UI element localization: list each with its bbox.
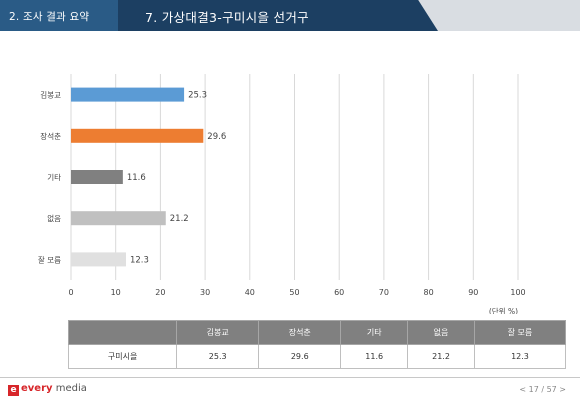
bar-value-label: 29.6: [207, 132, 226, 142]
table-cell: 12.3: [473, 344, 567, 369]
company-logo: e every media: [8, 383, 87, 396]
category-label: 김봉교: [40, 90, 61, 100]
table-cell: 29.6: [258, 344, 342, 369]
bar: [71, 87, 185, 102]
section-arrow: [104, 0, 118, 31]
unit-label: (단위 %): [489, 306, 518, 314]
x-tick-label: 90: [468, 288, 478, 297]
bar: [71, 252, 126, 267]
table-corner-cell: [67, 320, 178, 345]
x-tick-label: 50: [289, 288, 299, 297]
table-row-label: 구미시을: [67, 344, 178, 369]
x-tick-label: 40: [245, 288, 255, 297]
bar: [71, 211, 166, 226]
table-row: 구미시을 25.3 29.6 11.6 21.2 12.3: [67, 344, 567, 369]
section-label: 2. 조사 결과 요약: [9, 11, 90, 23]
title-banner: [108, 0, 438, 31]
table-cell: 25.3: [176, 344, 260, 369]
table-header-cell: 잘 모름: [473, 320, 567, 345]
category-label: 잘 모름: [38, 255, 61, 264]
x-tick-label: 60: [334, 288, 344, 297]
table-header-cell: 김봉교: [176, 320, 260, 345]
bar-value-label: 12.3: [130, 255, 149, 265]
table-header-cell: 기타: [340, 320, 409, 345]
page-number: < 17 / 57 >: [519, 385, 566, 394]
page-title: 7. 가상대결3-구미시을 선거구: [145, 10, 309, 25]
x-tick-label: 0: [68, 288, 73, 297]
section-tab: 2. 조사 결과 요약: [0, 0, 118, 31]
bar-value-label: 11.6: [127, 173, 146, 183]
bar-value-label: 25.3: [188, 91, 207, 101]
table-header-row: 김봉교 장석춘 기타 없음 잘 모름: [67, 320, 567, 345]
bar-value-label: 21.2: [170, 214, 189, 224]
logo-mark-icon: e: [8, 385, 19, 396]
x-tick-label: 80: [424, 288, 434, 297]
table-header-cell: 장석춘: [258, 320, 342, 345]
table-cell: 21.2: [407, 344, 475, 369]
category-label: 장석춘: [40, 131, 61, 141]
table-cell: 11.6: [340, 344, 409, 369]
table-header-cell: 없음: [407, 320, 475, 345]
bar: [71, 170, 123, 184]
bar: [71, 128, 204, 143]
x-tick-label: 100: [510, 288, 525, 297]
bar-chart: 0 10 20 30 40 50 60 70 80 90 100 25.3 김봉교 29.6 장석춘 11.6…: [38, 74, 526, 314]
x-tick-label: 20: [155, 288, 165, 297]
x-tick-label: 70: [379, 288, 389, 297]
x-tick-label: 10: [111, 288, 121, 297]
x-tick-label: 30: [200, 288, 210, 297]
category-label: 기타: [47, 173, 61, 182]
results-table: 김봉교 장석춘 기타 없음 잘 모름 구미시을 25.3 29.6 11.6 2…: [67, 320, 567, 369]
logo-sub: media: [52, 383, 87, 394]
logo-brand: every: [21, 383, 53, 394]
category-label: 없음: [47, 214, 61, 223]
footer-divider: [0, 377, 580, 378]
